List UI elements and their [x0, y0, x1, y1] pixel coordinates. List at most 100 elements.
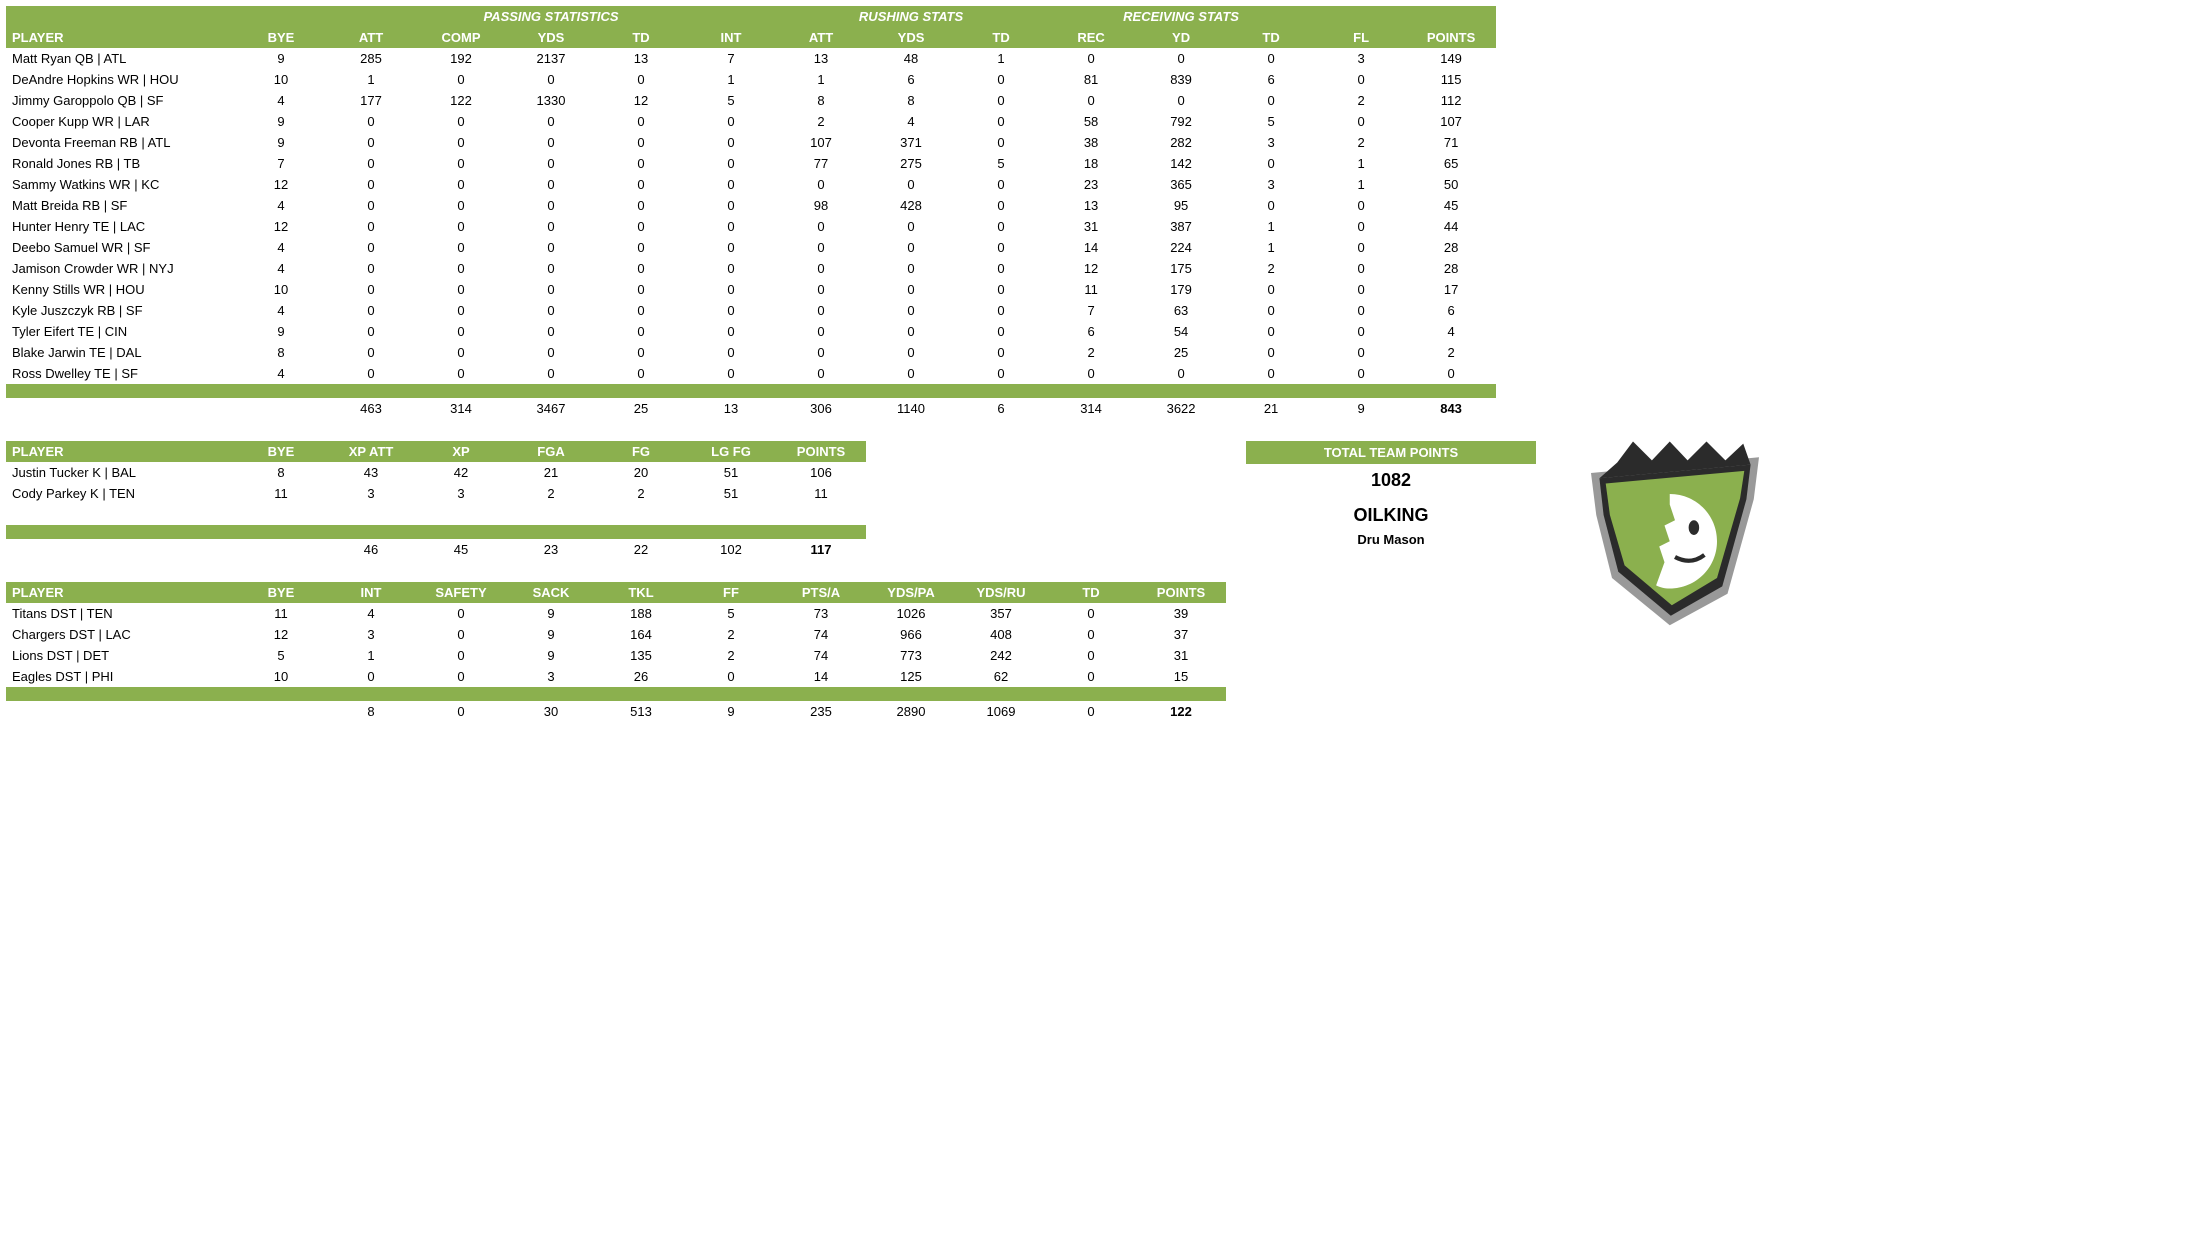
kicking-table: PLAYERBYEXP ATTXPFGAFGLG FGPOINTSJustin … — [6, 441, 866, 560]
player-name-cell: Devonta Freeman RB | ATL — [6, 132, 236, 153]
stat-cell: 12 — [1046, 258, 1136, 279]
stat-cell: 0 — [1046, 624, 1136, 645]
column-header: BYE — [236, 441, 326, 462]
stat-cell: 0 — [596, 216, 686, 237]
stat-cell: 0 — [686, 153, 776, 174]
stat-cell: 0 — [1226, 321, 1316, 342]
player-name-cell: Ross Dwelley TE | SF — [6, 363, 236, 384]
stat-cell: 0 — [686, 342, 776, 363]
stat-cell: 4 — [236, 90, 326, 111]
stat-cell: 0 — [866, 237, 956, 258]
column-header: ATT — [776, 27, 866, 48]
stat-cell: 0 — [326, 363, 416, 384]
table-row: Matt Ryan QB | ATL9285192213713713481000… — [6, 48, 1496, 69]
stat-cell: 3 — [416, 483, 506, 504]
stat-cell: 0 — [686, 216, 776, 237]
stat-cell: 0 — [326, 111, 416, 132]
lower-section: PLAYERBYEXP ATTXPFGAFGLG FGPOINTSJustin … — [6, 441, 2200, 722]
player-name-cell: Kyle Juszczyk RB | SF — [6, 300, 236, 321]
stat-cell: 31 — [1136, 645, 1226, 666]
stat-cell: 98 — [776, 195, 866, 216]
column-header: YD — [1136, 27, 1226, 48]
stat-cell: 18 — [1046, 153, 1136, 174]
stat-cell: 5 — [236, 645, 326, 666]
stat-cell: 125 — [866, 666, 956, 687]
stat-cell: 50 — [1406, 174, 1496, 195]
stat-cell: 0 — [506, 132, 596, 153]
stat-cell: 0 — [506, 279, 596, 300]
stat-cell: 0 — [1226, 195, 1316, 216]
totals-row: 46331434672513306114063143622219843 — [6, 398, 1496, 419]
column-header: LG FG — [686, 441, 776, 462]
total-cell: 46 — [326, 539, 416, 560]
stat-cell: 13 — [776, 48, 866, 69]
stat-cell: 0 — [686, 258, 776, 279]
stat-cell: 58 — [1046, 111, 1136, 132]
stat-cell: 0 — [416, 624, 506, 645]
stat-cell: 20 — [596, 462, 686, 483]
stat-cell: 0 — [1316, 195, 1406, 216]
stat-cell: 149 — [1406, 48, 1496, 69]
stat-cell: 428 — [866, 195, 956, 216]
stat-cell: 1 — [326, 645, 416, 666]
column-header: INT — [326, 582, 416, 603]
stat-cell: 0 — [1226, 90, 1316, 111]
team-owner: Dru Mason — [1246, 530, 1536, 549]
column-header: FL — [1316, 27, 1406, 48]
stat-cell: 51 — [686, 483, 776, 504]
stat-cell: 106 — [776, 462, 866, 483]
stat-cell: 10 — [236, 69, 326, 90]
stat-cell: 142 — [1136, 153, 1226, 174]
column-header: FG — [596, 441, 686, 462]
stat-cell: 0 — [596, 342, 686, 363]
stat-cell: 0 — [326, 174, 416, 195]
stat-cell: 4 — [236, 258, 326, 279]
total-cell: 463 — [326, 398, 416, 419]
stat-cell: 839 — [1136, 69, 1226, 90]
stat-cell: 0 — [956, 342, 1046, 363]
stat-cell: 10 — [236, 666, 326, 687]
stat-cell: 0 — [416, 258, 506, 279]
stat-cell: 11 — [236, 603, 326, 624]
stat-cell: 0 — [956, 174, 1046, 195]
total-cell: 13 — [686, 398, 776, 419]
stat-cell: 0 — [686, 132, 776, 153]
player-name-cell: Chargers DST | LAC — [6, 624, 236, 645]
separator-row — [6, 384, 1496, 398]
stat-cell: 0 — [866, 258, 956, 279]
stat-cell: 0 — [326, 342, 416, 363]
stat-cell: 1026 — [866, 603, 956, 624]
stat-cell: 10 — [236, 279, 326, 300]
stat-cell: 0 — [956, 321, 1046, 342]
stat-cell: 9 — [236, 111, 326, 132]
stat-cell: 0 — [326, 195, 416, 216]
stat-cell: 0 — [596, 237, 686, 258]
stat-cell: 0 — [416, 603, 506, 624]
stat-cell: 0 — [776, 216, 866, 237]
stat-cell: 21 — [506, 462, 596, 483]
player-name-cell: Matt Breida RB | SF — [6, 195, 236, 216]
stat-cell: 0 — [1316, 69, 1406, 90]
separator-row — [6, 687, 1226, 701]
total-cell — [236, 701, 326, 722]
stat-cell: 7 — [236, 153, 326, 174]
player-name-cell: Justin Tucker K | BAL — [6, 462, 236, 483]
stat-cell: 0 — [506, 69, 596, 90]
stat-cell: 0 — [1226, 279, 1316, 300]
player-name-cell: Matt Ryan QB | ATL — [6, 48, 236, 69]
stat-cell: 0 — [686, 363, 776, 384]
stat-cell: 15 — [1136, 666, 1226, 687]
stat-cell: 0 — [1046, 666, 1136, 687]
table-row: Devonta Freeman RB | ATL9000001073710382… — [6, 132, 1496, 153]
stat-cell: 0 — [506, 363, 596, 384]
total-cell: 314 — [416, 398, 506, 419]
defense-table: PLAYERBYEINTSAFETYSACKTKLFFPTS/AYDS/PAYD… — [6, 582, 1226, 722]
group-header — [1316, 6, 1496, 27]
stat-cell: 0 — [596, 321, 686, 342]
stat-cell: 0 — [776, 279, 866, 300]
stat-cell: 14 — [1046, 237, 1136, 258]
stat-cell: 13 — [1046, 195, 1136, 216]
stat-cell: 0 — [1316, 111, 1406, 132]
player-name-cell: Jamison Crowder WR | NYJ — [6, 258, 236, 279]
stat-cell: 0 — [956, 195, 1046, 216]
